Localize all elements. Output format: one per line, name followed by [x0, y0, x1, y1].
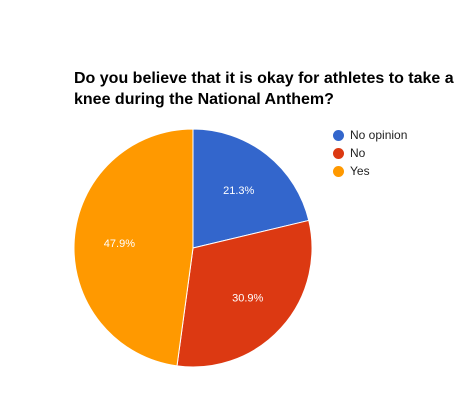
- legend-item-yes[interactable]: Yes: [333, 162, 407, 180]
- legend-item-no[interactable]: No: [333, 144, 407, 162]
- chart-title: Do you believe that it is okay for athle…: [74, 70, 454, 108]
- legend-item-no-opinion[interactable]: No opinion: [333, 126, 407, 144]
- legend-label-no: No: [350, 146, 366, 160]
- slice-label-no: 30.9%: [232, 293, 263, 305]
- pie-slice-yes[interactable]: [73, 128, 194, 367]
- legend-label-no-opinion: No opinion: [350, 128, 408, 142]
- slice-label-no-opinion: 21.3%: [223, 185, 254, 197]
- legend-swatch-no-opinion: [333, 129, 344, 141]
- pie-slice-no-opinion[interactable]: [192, 128, 310, 249]
- legend: No opinion No Yes: [333, 126, 407, 180]
- legend-label-yes: Yes: [350, 164, 370, 178]
- pie-slice-no[interactable]: [176, 219, 313, 368]
- legend-swatch-no: [333, 147, 344, 159]
- slice-label-yes: 47.9%: [104, 238, 135, 250]
- legend-swatch-yes: [333, 165, 344, 177]
